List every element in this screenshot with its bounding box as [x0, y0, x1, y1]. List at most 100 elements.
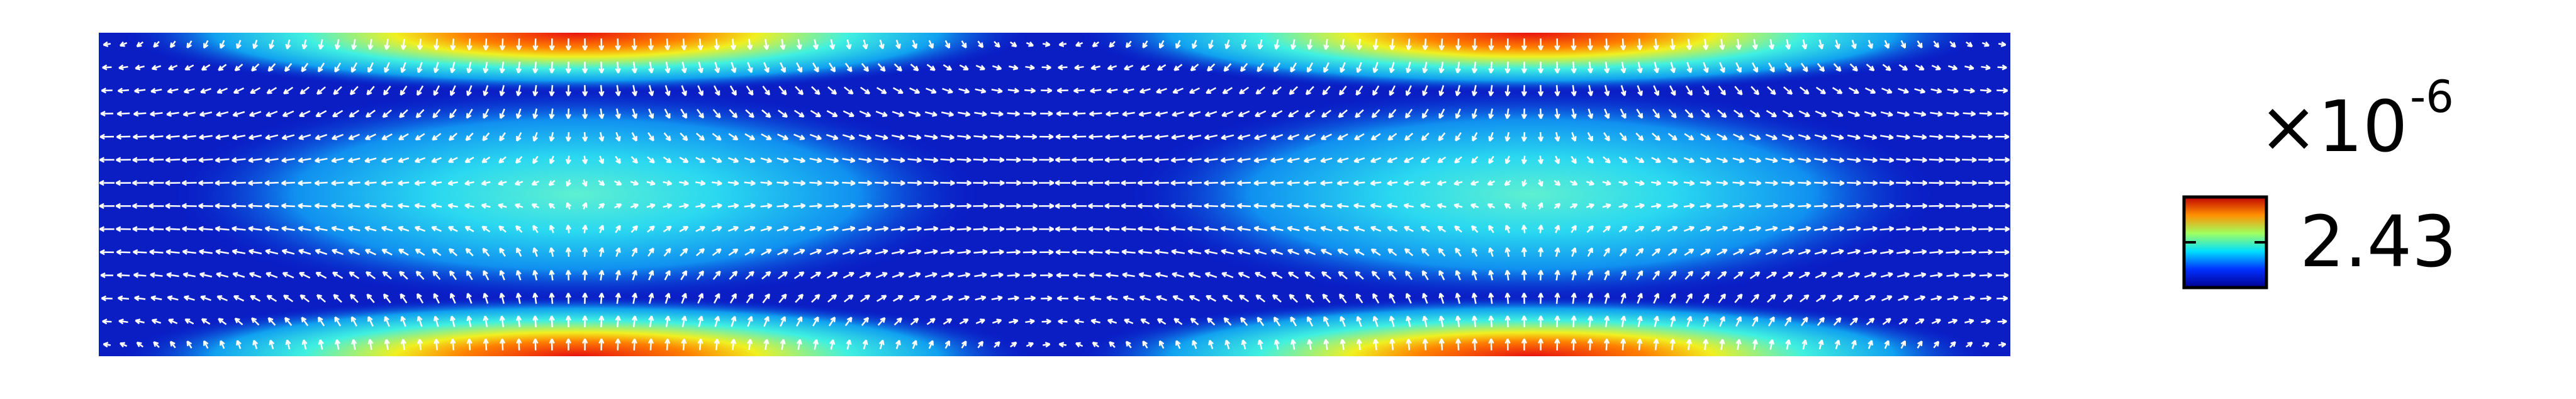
arrow	[1371, 271, 1380, 280]
arrow	[777, 249, 789, 256]
arrow	[364, 157, 377, 164]
arrow	[990, 272, 1004, 278]
arrow	[944, 40, 951, 49]
arrow	[548, 203, 556, 209]
arrow	[1815, 110, 1827, 117]
arrow	[1138, 111, 1151, 117]
arrow	[1929, 249, 1944, 255]
arrow	[234, 64, 244, 72]
arrow	[809, 180, 822, 186]
arrow	[1274, 39, 1280, 50]
arrow	[1749, 225, 1762, 232]
arrow	[697, 293, 704, 304]
arrow	[958, 272, 971, 278]
arrow	[875, 134, 888, 140]
arrow	[1653, 293, 1660, 304]
arrow	[1453, 180, 1463, 186]
arrow	[400, 315, 406, 327]
arrow	[316, 86, 326, 95]
arrow	[793, 225, 806, 232]
arrow	[843, 294, 854, 303]
arrow	[1387, 180, 1398, 186]
arrow	[1273, 317, 1281, 327]
arrow	[1912, 226, 1927, 232]
arrow	[1192, 340, 1197, 349]
arrow	[351, 339, 357, 350]
arrow	[663, 180, 673, 186]
arrow	[1422, 38, 1428, 50]
arrow	[1404, 270, 1413, 281]
arrow	[1472, 247, 1478, 257]
arrow	[1253, 157, 1267, 164]
arrow	[134, 295, 146, 301]
arrow	[1848, 295, 1859, 302]
arrow	[99, 133, 115, 140]
arrow	[1765, 133, 1778, 140]
arrow	[1221, 110, 1234, 117]
arrow	[907, 226, 922, 232]
arrow	[940, 226, 955, 232]
arrow	[566, 202, 572, 210]
arrow	[1637, 339, 1643, 351]
field-left	[99, 33, 1055, 356]
arrow	[876, 295, 887, 302]
arrow	[1538, 269, 1544, 281]
arrow	[498, 203, 507, 209]
arrow	[201, 64, 211, 71]
arrow	[1732, 157, 1745, 164]
arrow	[315, 249, 328, 256]
arrow	[1571, 293, 1577, 304]
arrow	[744, 157, 756, 164]
arrow	[1421, 132, 1430, 142]
arrow	[334, 339, 341, 350]
arrow	[132, 203, 148, 209]
arrow	[116, 226, 131, 232]
arrow	[169, 40, 176, 48]
arrow	[858, 157, 872, 164]
arrow	[1654, 315, 1659, 327]
arrow	[433, 85, 440, 96]
arrow	[1783, 86, 1793, 95]
arrow	[1056, 110, 1070, 117]
arrow	[117, 295, 130, 301]
arrow	[990, 111, 1004, 117]
arrow	[1882, 318, 1891, 325]
arrow	[907, 203, 922, 209]
arrow	[1009, 64, 1019, 70]
arrow	[598, 85, 605, 96]
arrow	[844, 62, 853, 72]
arrow	[1798, 110, 1810, 117]
arrow	[1088, 180, 1104, 186]
arrow	[1438, 339, 1445, 351]
arrow	[331, 203, 344, 209]
arrow	[449, 293, 456, 304]
arrow	[1338, 271, 1348, 280]
arrow	[315, 110, 327, 118]
arrow	[1949, 341, 1956, 348]
arrow	[1719, 62, 1725, 73]
arrow	[780, 339, 786, 351]
arrow	[266, 110, 278, 117]
arrow	[714, 315, 720, 327]
arrow	[712, 157, 722, 163]
arrow	[1204, 272, 1218, 278]
arrow	[1946, 249, 1960, 256]
arrow	[347, 203, 361, 209]
arrow	[582, 155, 588, 164]
arrow	[615, 247, 621, 257]
arrow	[1538, 293, 1544, 304]
arrow	[1321, 271, 1331, 279]
arrow	[1637, 293, 1643, 304]
arrow	[1072, 249, 1087, 256]
arrow	[1700, 203, 1711, 209]
arrow	[381, 203, 393, 209]
arrow	[780, 316, 786, 327]
arrow	[615, 155, 621, 164]
arrow	[1009, 341, 1017, 348]
arrow	[1488, 225, 1494, 233]
arrow	[1387, 133, 1397, 141]
arrow	[1005, 203, 1021, 209]
arrow	[1668, 270, 1677, 280]
arrow	[1586, 225, 1594, 233]
arrow	[169, 340, 176, 349]
